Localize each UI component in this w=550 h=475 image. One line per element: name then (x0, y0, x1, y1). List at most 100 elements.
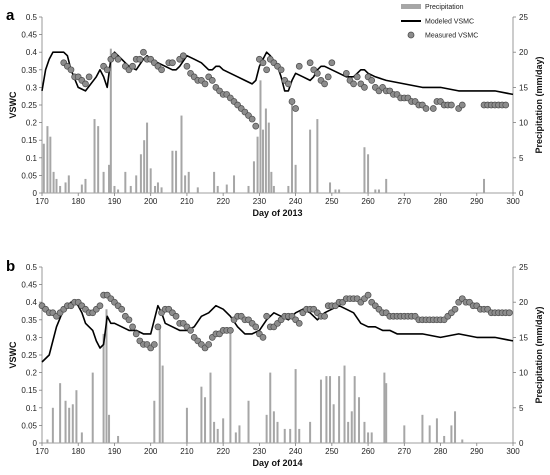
y-tick-label: 0.25 (21, 101, 37, 110)
precip-bar (329, 182, 332, 193)
x-tick-label: 220 (216, 197, 230, 206)
precip-bar (377, 189, 380, 193)
precip-bar (158, 326, 161, 443)
precip-bar (117, 435, 120, 443)
precip-bar (139, 154, 142, 193)
precip-bar (97, 126, 100, 193)
y-tick-label: 0.15 (21, 136, 37, 145)
precip-bar (383, 372, 386, 443)
y-tick-label: 0.45 (21, 31, 37, 40)
y-tick-label: 0.4 (26, 48, 38, 57)
precip-bar (264, 108, 267, 193)
x-tick-label: 230 (253, 197, 267, 206)
precip-bar (256, 136, 259, 193)
measured-vsmc-point (422, 105, 430, 112)
measured-vsmc-point (429, 105, 437, 112)
measured-vsmc-point (259, 59, 267, 67)
measured-vsmc-point (96, 302, 104, 310)
precip-bar (175, 150, 178, 193)
panel-b: 0 0.05 0.1 0.15 0.2 0.25 0.3 0.35 0.4 0.45 0.5 0 5 10… (6, 258, 544, 468)
precip-bar (363, 421, 366, 443)
measured-vsmc-point (350, 80, 357, 88)
y2-tick-label: 25 (519, 263, 528, 272)
x-tick-label: 260 (361, 447, 375, 456)
y-tick-label: 0 (33, 439, 38, 448)
y-tick-label: 0.3 (26, 83, 38, 92)
measured-vsmc-point (227, 327, 234, 334)
precip-bar (185, 407, 188, 443)
precip-bar (135, 175, 138, 193)
precip-bar (146, 122, 149, 193)
measured-vsmc-point (263, 66, 270, 74)
precip-bar (483, 178, 486, 193)
measured-vsmc-point (448, 101, 455, 109)
measured-vsmc-point (324, 73, 332, 81)
precip-bar (161, 365, 164, 443)
legend-measured-label: Measured VSMC (425, 33, 478, 40)
modeled-vsmc-line (41, 301, 514, 363)
precip-bar (108, 414, 111, 443)
y2-tick-label: 10 (519, 369, 528, 378)
precip-bar (75, 390, 78, 443)
x-tick-label: 280 (434, 447, 448, 456)
measured-vsmc-point (169, 59, 176, 67)
measured-vsmc-point (129, 323, 136, 331)
precip-bar (269, 372, 272, 443)
precip-bar (180, 115, 183, 193)
measured-vsmc-point (353, 73, 361, 81)
y2-axis-title: Precipitation (mm/day) (534, 56, 544, 153)
precip-bar (370, 432, 373, 443)
precip-bar (343, 365, 346, 443)
measured-vsmc-point (361, 84, 368, 91)
x-tick-label: 300 (506, 447, 520, 456)
x-axis-title: Day of 2013 (252, 208, 302, 218)
measured-vsmc-point (129, 62, 136, 70)
precip-bar (353, 376, 356, 443)
measured-vsmc-point (103, 66, 111, 74)
precip-bar (153, 400, 156, 443)
measured-vsmc-point (328, 59, 336, 67)
y-tick-label: 0.05 (21, 171, 37, 180)
measured-vsmc-point (263, 312, 270, 320)
precip-bar (276, 421, 279, 443)
precip-bar (421, 414, 424, 443)
measured-vsmc-point (306, 59, 314, 67)
precip-bar (385, 383, 388, 443)
precip-bar (42, 143, 45, 193)
precip-bar (247, 400, 250, 443)
measured-vsmc-point (136, 55, 144, 63)
measured-vsmc-point (132, 330, 140, 338)
precip-bar (204, 397, 207, 443)
y2-tick-label: 15 (519, 83, 528, 92)
precip-bar (225, 184, 228, 193)
precip-bar (102, 171, 105, 193)
measured-vsmc-point (82, 80, 89, 88)
measured-vsmc-point (314, 69, 321, 77)
precip-bar (105, 309, 108, 443)
panel-label: a (6, 7, 15, 24)
precip-bar (316, 119, 319, 193)
x-tick-label: 240 (289, 197, 303, 206)
measured-vsmc-point (140, 48, 147, 56)
precip-bar (216, 428, 219, 443)
x-tick-label: 290 (470, 197, 484, 206)
x-tick-label: 190 (108, 447, 122, 456)
x-tick-label: 260 (361, 197, 375, 206)
measured-vsmc-point (187, 327, 194, 334)
precip-bar (160, 187, 163, 193)
x-tick-label: 280 (434, 197, 448, 206)
legend: Precipitation Modeled VSMC Measured VSMC (401, 4, 478, 40)
precip-bar (196, 187, 199, 193)
y-tick-label: 0.5 (26, 263, 38, 272)
precip-bar (143, 140, 146, 193)
precip-bar (108, 164, 111, 193)
measured-vsmc-point (208, 77, 216, 84)
precip-bar (294, 369, 297, 443)
precip-bar (154, 185, 157, 193)
measured-vsmc-point (183, 62, 191, 70)
y-axis-title: VSWC (8, 341, 18, 369)
y2-tick-label: 20 (519, 48, 528, 57)
precip-bar (46, 439, 49, 443)
y-tick-label: 0.45 (21, 281, 37, 290)
legend-precip-label: Precipitation (425, 4, 464, 11)
